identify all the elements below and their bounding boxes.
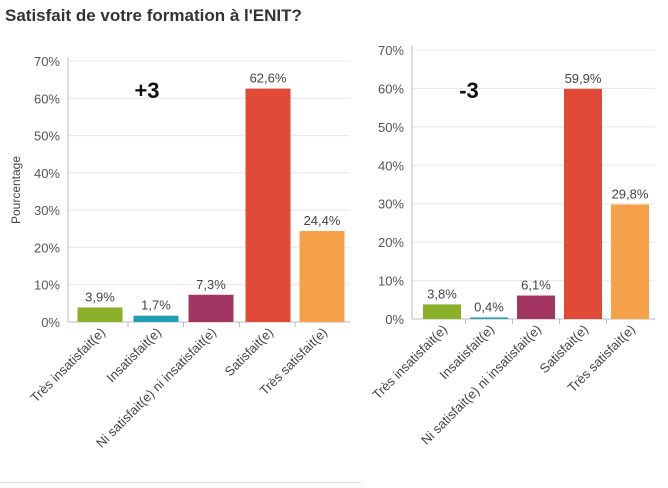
right-bar-2: [470, 317, 508, 319]
right-data-label: 59,9%: [565, 71, 602, 86]
right-data-label: 0,4%: [474, 299, 504, 314]
right-y-tick-label: 70%: [378, 43, 404, 58]
left-y-tick-label: 20%: [34, 240, 60, 255]
left-bar-2: [133, 315, 179, 322]
divider-line: [0, 482, 362, 483]
right-y-tick-label: 50%: [378, 120, 404, 135]
left-bar-5: [299, 231, 345, 322]
right-y-tick-label: 20%: [378, 235, 404, 250]
left-y-tick-label: 60%: [34, 91, 60, 106]
right-y-tick-label: 40%: [378, 158, 404, 173]
left-y-tick-label: 70%: [34, 54, 60, 69]
right-bar-5: [611, 204, 649, 319]
right-y-tick-label: 60%: [378, 81, 404, 96]
right-bar-4: [564, 88, 602, 319]
left-y-axis-title: Pourcentage: [9, 156, 23, 224]
right-delta-annotation: -3: [459, 78, 479, 103]
right-data-label: 6,1%: [521, 278, 551, 293]
left-delta-annotation: +3: [134, 78, 159, 103]
left-data-label: 3,9%: [85, 289, 115, 304]
right-bar-1: [423, 304, 461, 319]
left-bar-3: [188, 294, 234, 322]
right-data-label: 3,8%: [427, 286, 457, 301]
left-y-tick-label: 10%: [34, 278, 60, 293]
left-bar-1: [77, 307, 123, 322]
left-y-tick-label: 30%: [34, 203, 60, 218]
page-title: Satisfait de votre formation à l'ENIT?: [5, 6, 302, 25]
left-data-label: 7,3%: [196, 277, 226, 292]
right-bar-3: [517, 295, 555, 319]
left-y-tick-label: 40%: [34, 166, 60, 181]
right-data-label: 29,8%: [612, 186, 649, 201]
right-y-tick-label: 30%: [378, 197, 404, 212]
left-y-tick-label: 0%: [41, 315, 60, 330]
right-y-tick-label: 0%: [385, 312, 404, 327]
right-y-tick-label: 10%: [378, 274, 404, 289]
left-data-label: 1,7%: [141, 298, 171, 313]
right-category-label: Très insatisfait(e): [369, 322, 450, 403]
left-bar-4: [245, 88, 291, 322]
left-y-tick-label: 50%: [34, 129, 60, 144]
left-data-label: 62,6%: [250, 71, 287, 86]
left-data-label: 24,4%: [304, 213, 341, 228]
